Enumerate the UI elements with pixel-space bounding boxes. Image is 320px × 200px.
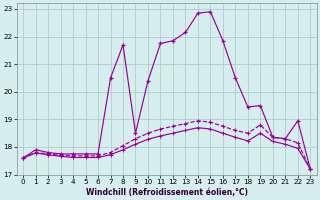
X-axis label: Windchill (Refroidissement éolien,°C): Windchill (Refroidissement éolien,°C) xyxy=(86,188,248,197)
